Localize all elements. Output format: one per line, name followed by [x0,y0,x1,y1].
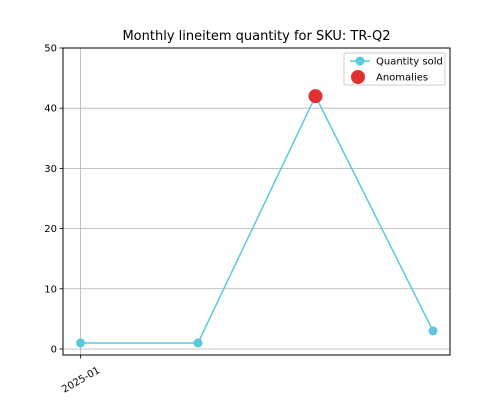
legend-label-quantity-sold: Quantity sold [376,57,443,68]
chart-title: Monthly lineitem quantity for SKU: TR-Q2 [122,29,390,44]
y-tick-label: 30 [44,164,57,175]
legend: Quantity sold Anomalies [343,52,446,86]
data-point-quantity-sold [193,338,203,348]
anomaly-point [308,89,323,104]
data-point-quantity-sold [428,326,438,336]
data-point-quantity-sold [76,338,85,348]
legend-anomaly-marker [351,70,365,84]
y-tick-label: 50 [44,44,57,55]
y-tick-label: 20 [44,224,57,235]
legend-label-anomalies: Anomalies [376,73,428,84]
y-tick-label: 10 [44,284,57,295]
series-line-quantity-sold [80,94,434,344]
y-tick-label: 40 [44,104,57,115]
plot-frame [62,47,451,356]
legend-line-marker [355,56,365,66]
y-tick-label: 0 [51,344,57,355]
x-tick-label: 2025-01 [60,365,102,395]
gridlines [63,47,450,355]
data-layer [76,89,438,348]
